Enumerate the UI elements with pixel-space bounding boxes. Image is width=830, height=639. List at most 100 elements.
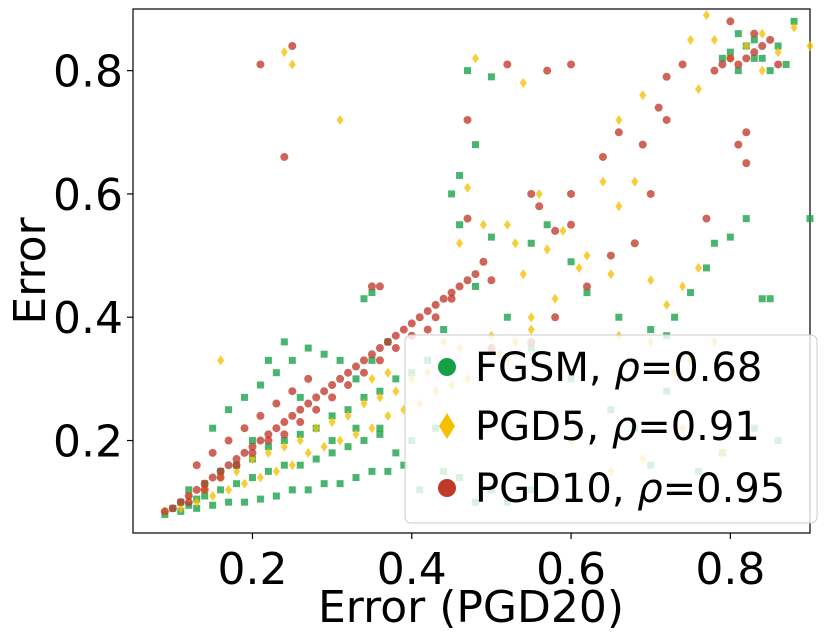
point-pgd10-31 <box>407 319 416 328</box>
point-fgsm-94 <box>718 54 726 62</box>
point-fgsm-73 <box>567 258 575 266</box>
point-pgd5-47 <box>479 219 487 230</box>
point-fgsm-118 <box>233 480 241 488</box>
point-fgsm-98 <box>774 42 782 50</box>
point-fgsm-78 <box>671 313 679 321</box>
point-pgd10-14 <box>272 424 281 433</box>
point-pgd5-58 <box>631 176 639 187</box>
point-fgsm-32 <box>209 424 217 432</box>
point-fgsm-65 <box>456 171 464 179</box>
point-pgd10-25 <box>359 356 368 365</box>
point-pgd5-93 <box>551 293 559 304</box>
point-pgd10-11 <box>248 442 257 451</box>
point-pgd10-93 <box>734 60 743 69</box>
point-fgsm-14 <box>384 467 392 475</box>
point-fgsm-122 <box>296 461 304 469</box>
point-pgd10-101 <box>734 140 743 149</box>
point-pgd10-80 <box>551 226 560 235</box>
point-pgd5-12 <box>352 429 360 440</box>
point-fgsm-8 <box>288 486 296 494</box>
point-pgd5-32 <box>312 423 320 434</box>
point-pgd10-63 <box>304 374 313 383</box>
point-pgd5-13 <box>368 423 376 434</box>
point-pgd10-22 <box>336 374 345 383</box>
point-fgsm-51 <box>352 424 360 432</box>
point-pgd5-62 <box>679 281 687 292</box>
point-pgd10-95 <box>750 48 759 57</box>
point-pgd10-67 <box>367 282 376 291</box>
legend-marker-pgd5 <box>439 413 455 439</box>
point-pgd10-2 <box>176 498 185 507</box>
point-fgsm-5 <box>241 498 249 506</box>
point-fgsm-15 <box>400 461 408 469</box>
point-fgsm-27 <box>360 393 368 401</box>
point-fgsm-45 <box>360 295 368 303</box>
x-tick-label: 0.6 <box>536 544 606 595</box>
point-pgd10-61 <box>272 399 281 408</box>
point-pgd10-49 <box>328 393 337 402</box>
point-fgsm-80 <box>702 264 710 272</box>
point-pgd5-55 <box>583 250 591 261</box>
point-pgd10-59 <box>240 424 249 433</box>
point-pgd10-6 <box>208 473 217 482</box>
point-fgsm-76 <box>647 326 655 334</box>
point-pgd10-90 <box>710 66 719 75</box>
point-pgd10-87 <box>662 115 671 124</box>
point-pgd10-19 <box>312 393 321 402</box>
point-fgsm-40 <box>336 356 344 364</box>
point-pgd10-36 <box>447 288 456 297</box>
point-pgd5-82 <box>758 65 766 76</box>
point-pgd5-60 <box>647 275 655 286</box>
point-pgd10-75 <box>503 60 512 69</box>
point-pgd5-11 <box>336 435 344 446</box>
point-pgd10-71 <box>463 115 472 124</box>
point-pgd10-5 <box>200 479 209 488</box>
point-pgd5-3 <box>209 491 217 502</box>
point-fgsm-49 <box>296 393 304 401</box>
point-pgd10-62 <box>288 387 297 396</box>
legend-rho-value-pgd5: =0.91 <box>637 404 760 450</box>
point-pgd10-84 <box>614 128 623 137</box>
point-pgd5-73 <box>687 34 695 45</box>
point-pgd10-73 <box>479 257 488 266</box>
point-pgd10-38 <box>463 276 472 285</box>
y-tick-label: 0.2 <box>53 417 123 468</box>
point-fgsm-116 <box>201 492 209 500</box>
point-pgd10-17 <box>296 405 305 414</box>
point-pgd5-75 <box>710 34 718 45</box>
point-fgsm-33 <box>225 406 233 414</box>
point-pgd5-27 <box>233 466 241 477</box>
point-pgd5-74 <box>702 10 710 21</box>
point-fgsm-10 <box>320 480 328 488</box>
point-pgd5-7 <box>272 466 280 477</box>
y-tick-label: 0.6 <box>53 170 123 221</box>
point-pgd10-82 <box>567 189 576 198</box>
point-fgsm-125 <box>344 443 352 451</box>
point-fgsm-52 <box>376 424 384 432</box>
point-pgd10-65 <box>288 41 297 50</box>
point-pgd10-70 <box>447 294 456 303</box>
point-pgd5-95 <box>384 367 392 378</box>
point-pgd10-10 <box>240 448 249 457</box>
point-pgd5-56 <box>599 176 607 187</box>
point-pgd10-79 <box>567 60 576 69</box>
point-pgd5-72 <box>694 84 702 95</box>
point-pgd10-69 <box>431 313 440 322</box>
point-fgsm-67 <box>471 141 479 149</box>
point-fgsm-120 <box>264 467 272 475</box>
point-pgd5-8 <box>288 460 296 471</box>
point-pgd10-48 <box>312 405 321 414</box>
point-pgd10-32 <box>415 313 424 322</box>
point-fgsm-83 <box>742 215 750 223</box>
point-pgd10-77 <box>535 202 544 211</box>
legend-marker-pgd10 <box>438 479 456 497</box>
point-fgsm-12 <box>352 474 360 482</box>
point-fgsm-84 <box>758 295 766 303</box>
point-fgsm-91 <box>766 67 774 75</box>
point-fgsm-79 <box>687 289 695 297</box>
point-pgd5-53 <box>559 225 567 236</box>
legend: FGSM, ρ=0.68 PGD5, ρ=0.91 PGD10, ρ=0.95 <box>404 334 818 524</box>
point-pgd5-29 <box>264 447 272 458</box>
point-pgd5-1 <box>177 503 185 514</box>
point-pgd5-52 <box>543 244 551 255</box>
